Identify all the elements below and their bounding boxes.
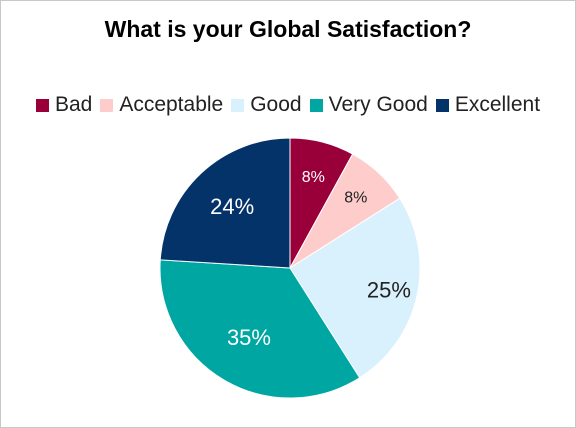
data-label-very-good: 35%	[227, 325, 271, 350]
legend-item-excellent: Excellent	[435, 93, 541, 117]
legend-swatch-very-good	[309, 98, 323, 112]
legend-label-acceptable: Acceptable	[119, 93, 224, 116]
legend-item-good: Good	[231, 93, 302, 117]
legend-label-excellent: Excellent	[454, 93, 541, 116]
legend-item-very-good: Very Good	[309, 93, 428, 117]
legend-swatch-bad	[35, 98, 49, 112]
pie-slice-very-good	[159, 259, 361, 399]
legend-item-acceptable: Acceptable	[100, 93, 223, 117]
legend-label-good: Good	[250, 93, 302, 116]
pie-slice-good	[289, 197, 421, 379]
legend-swatch-acceptable	[100, 98, 114, 112]
pie-slice-excellent	[159, 137, 291, 269]
legend-item-bad: Bad	[35, 93, 93, 117]
data-label-good: 25%	[367, 278, 411, 303]
legend-label-bad: Bad	[54, 93, 93, 116]
legend-swatch-excellent	[435, 98, 449, 112]
data-label-acceptable: 8%	[344, 189, 367, 206]
legend-swatch-good	[231, 98, 245, 112]
data-label-excellent: 24%	[210, 194, 254, 219]
legend-label-very-good: Very Good	[328, 93, 428, 116]
chart-legend: Bad Acceptable Good Very Good Excellent	[0, 93, 576, 117]
chart-title: What is your Global Satisfaction?	[104, 16, 472, 42]
data-label-bad: 8%	[302, 169, 325, 186]
